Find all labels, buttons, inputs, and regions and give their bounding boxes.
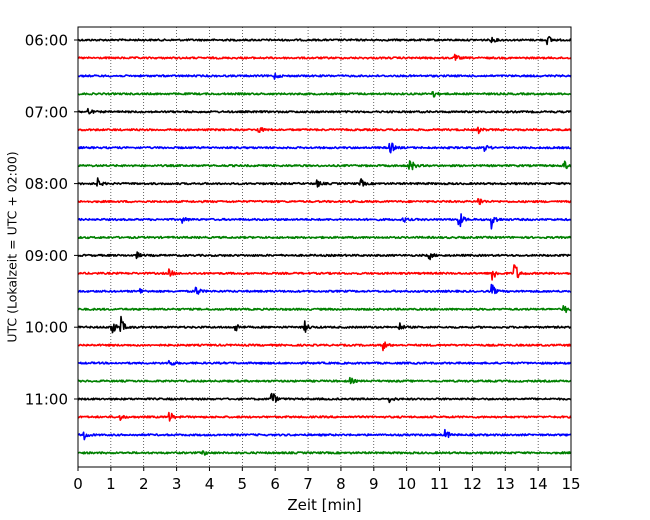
trace-1100 xyxy=(77,392,572,404)
y-axis-ticks: 06:00 07:00 08:00 09:00 10:00 11:00 xyxy=(25,32,78,409)
x-tick-label: 7 xyxy=(303,475,313,493)
y-axis-label: UTC (Lokalzeit = UTC + 02:00) xyxy=(4,151,19,342)
trace-0815 xyxy=(77,198,572,206)
trace-0900 xyxy=(77,251,572,261)
trace-0715 xyxy=(77,126,572,135)
trace-0930 xyxy=(77,283,572,295)
y-tick-label: 06:00 xyxy=(25,32,68,50)
trace-1145 xyxy=(77,450,572,456)
x-tick-label: 13 xyxy=(496,475,515,493)
y-tick-label: 08:00 xyxy=(25,175,68,193)
trace-0800 xyxy=(77,177,572,188)
y-tick-label: 10:00 xyxy=(25,319,68,337)
x-tick-label: 14 xyxy=(529,475,548,493)
y-tick-label: 11:00 xyxy=(25,391,68,409)
x-tick-label: 0 xyxy=(73,475,83,493)
trace-0945 xyxy=(77,305,572,314)
x-tick-label: 6 xyxy=(270,475,280,493)
x-tick-label: 9 xyxy=(369,475,379,493)
y-tick-label: 07:00 xyxy=(25,103,68,121)
trace-0630 xyxy=(77,72,572,80)
trace-1030 xyxy=(77,359,572,366)
trace-0915 xyxy=(77,264,572,281)
x-tick-label: 11 xyxy=(430,475,449,493)
x-tick-label: 1 xyxy=(106,475,116,493)
x-tick-label: 2 xyxy=(139,475,149,493)
y-tick-label: 09:00 xyxy=(25,247,68,265)
trace-0600 xyxy=(77,35,572,46)
trace-1000 xyxy=(77,315,572,334)
x-tick-label: 15 xyxy=(561,475,580,493)
x-axis-ticks: 0 1 2 3 4 5 6 7 8 9 10 11 12 13 14 15 xyxy=(73,467,581,493)
trace-0615 xyxy=(77,53,572,61)
plot-frame xyxy=(77,26,572,468)
trace-0700 xyxy=(77,107,572,115)
trace-1130 xyxy=(77,428,572,441)
x-tick-label: 4 xyxy=(205,475,215,493)
x-tick-label: 3 xyxy=(172,475,182,493)
x-axis-label: Zeit [min] xyxy=(287,496,361,514)
seismogram-traces xyxy=(77,35,572,456)
x-tick-label: 10 xyxy=(397,475,416,493)
x-tick-label: 12 xyxy=(463,475,482,493)
trace-1045 xyxy=(77,376,572,385)
trace-0730 xyxy=(77,142,572,154)
trace-0830 xyxy=(77,213,572,230)
trace-0645 xyxy=(77,91,572,98)
trace-1115 xyxy=(77,411,572,422)
trace-0845 xyxy=(77,235,572,240)
x-tick-label: 5 xyxy=(238,475,248,493)
x-tick-label: 8 xyxy=(336,475,346,493)
trace-1015 xyxy=(77,341,572,352)
trace-0745 xyxy=(77,160,572,171)
grid-lines xyxy=(110,27,539,467)
